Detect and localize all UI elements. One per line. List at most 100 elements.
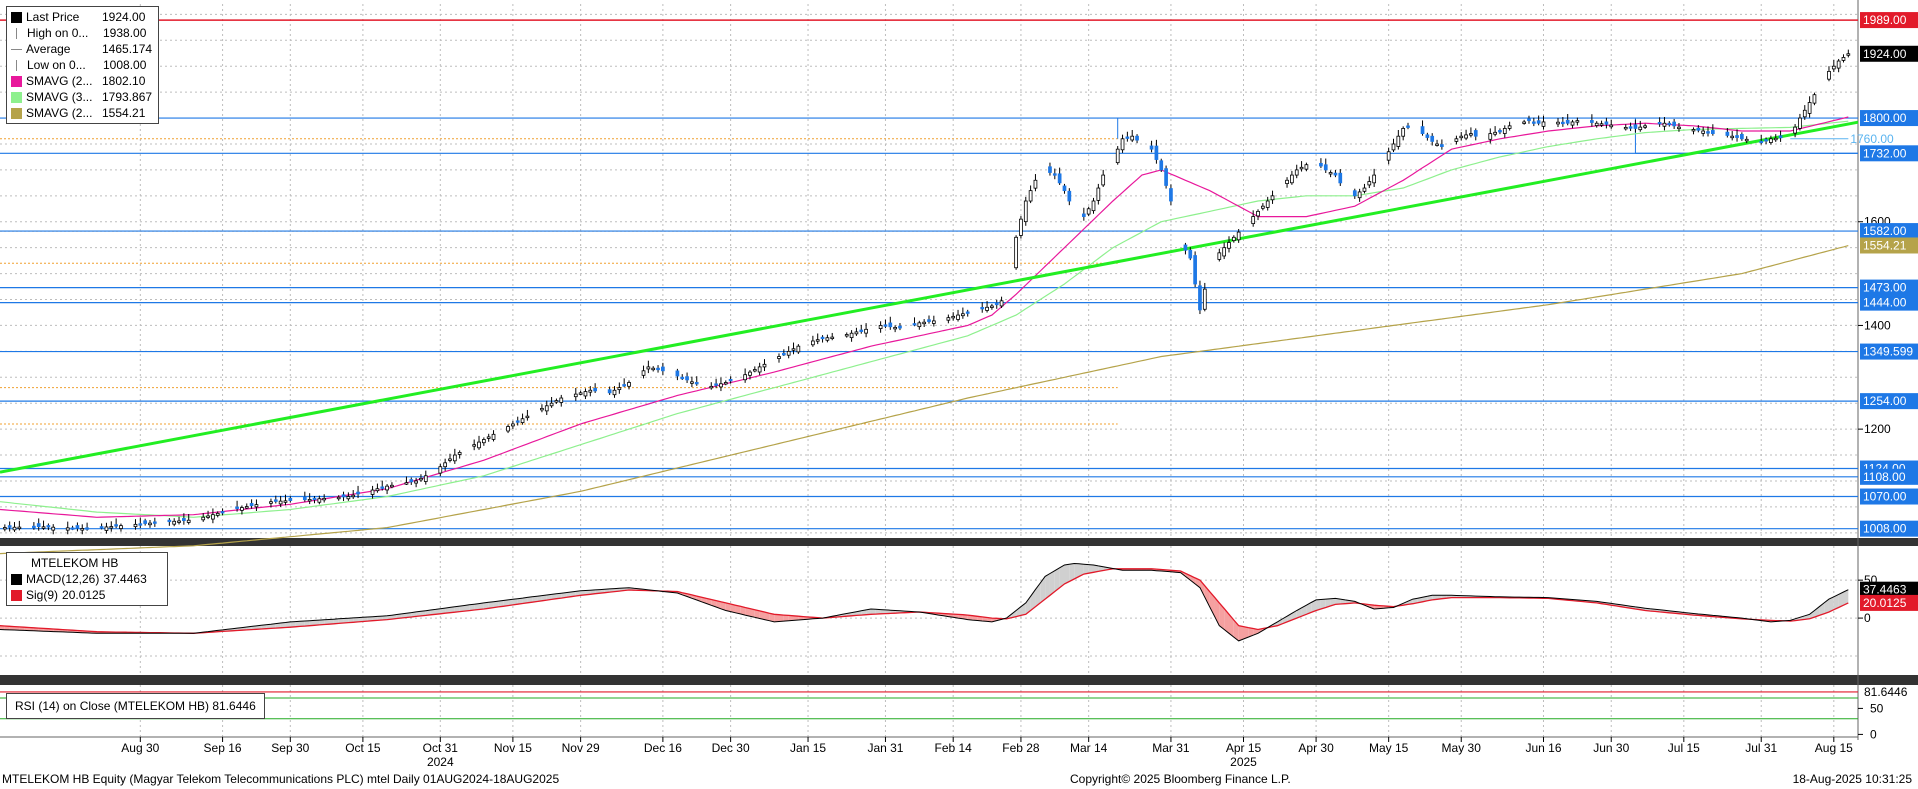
legend-item-sma-long[interactable]: SMAVG (2... 1554.21 [11,105,152,121]
candle-body [1769,138,1773,143]
candle-body [1159,160,1164,171]
candle-body [1740,133,1744,140]
candle-body [748,371,752,376]
candle-body [1401,128,1406,137]
candle-body [1067,190,1072,202]
candle-body [627,382,631,387]
candle-body [235,506,239,509]
candle-body [1599,123,1604,126]
macd-fill [866,608,871,615]
rsi-value-label: 81.6446 [1864,685,1908,699]
macd-fill [575,590,581,597]
candle-body [1294,169,1299,176]
legend-item-signal[interactable]: Sig(9) 20.0125 [11,587,161,603]
x-tick-label: Mar 31 [1152,741,1190,755]
macd-fill [885,609,891,614]
level-value-label: 1444.00 [1863,296,1907,310]
candle-body [201,516,206,521]
candle-body [1357,191,1362,199]
candle-body [690,381,694,384]
candle-body [1290,174,1294,184]
candle-body [1096,187,1101,201]
candle-body [1730,135,1735,139]
candle-body [1623,126,1628,130]
candle-body [1299,166,1304,170]
candle-body [1091,200,1096,212]
macd-fill [338,618,344,624]
macd-fill [1195,577,1200,588]
candle-body [7,525,12,528]
legend-item-low[interactable]: Low on 0... 1008.00 [11,57,152,73]
candle-body [811,340,815,346]
macd-value-label-bg [1860,581,1918,598]
legend-item-sma-short[interactable]: SMAVG (2... 1802.10 [11,73,152,89]
candle-body [849,332,854,339]
candle-body [182,518,186,521]
macd-fill [1016,606,1021,617]
candle-body [119,525,123,529]
candle-body [109,526,114,529]
candle-body [1261,205,1265,209]
macd-fill [396,613,402,619]
legend-item-high[interactable]: High on 0... 1938.00 [11,25,152,41]
macd-fill [1025,596,1031,615]
candle-body [273,499,278,502]
candle-body [46,525,51,528]
candle-body [375,488,380,492]
candle-body [1735,135,1739,138]
macd-fill [299,620,305,627]
candle-body [1657,122,1662,125]
macd-fill [479,602,484,610]
legend-item-average[interactable]: Average 1465.174 [11,41,152,57]
candle-body [133,523,138,528]
macd-fill [1185,573,1191,581]
candle-body [1638,126,1643,131]
level-value-label-bg [1860,45,1918,62]
legend-item-macd[interactable]: MACD(12,26) 37.4463 [11,571,161,587]
x-tick-label: Aug 30 [121,741,159,755]
candle-body [1507,125,1512,129]
candle-body [1841,57,1846,61]
macd-fill [483,602,489,609]
candle-body [554,400,559,403]
candle-body [898,325,902,329]
candle-body [457,452,462,455]
candle-body [912,323,917,326]
candle-body [1677,126,1681,130]
level-value-label: 1070.00 [1863,490,1907,504]
macd-fill [1083,564,1089,575]
macd-fill [275,623,281,629]
legend-item-sma-mid[interactable]: SMAVG (3... 1793.867 [11,89,152,105]
level-value-label: 1732.00 [1863,146,1907,160]
rsi-legend[interactable]: RSI (14) on Close (MTELEKOM HB) 81.6446 [6,693,265,719]
macd-fill [740,606,746,616]
candle-body [269,501,273,504]
candle-body [1778,135,1783,139]
macd-fill [372,616,378,621]
candle-body [1435,143,1439,146]
candle-body [1473,130,1478,137]
macd-fill [1311,599,1317,613]
candle-body [1827,70,1831,80]
rsi-tick-label: 50 [1870,701,1884,715]
candle-body [1643,125,1647,128]
macd-fill [324,619,330,625]
macd-fill [314,620,320,626]
candle-body [452,454,457,462]
candle-body [1696,127,1701,131]
macd-fill [1296,607,1302,619]
candle-body [709,385,714,389]
macd-line [0,562,1849,642]
level-value-label: 1254.00 [1863,394,1907,408]
legend-item-last-price[interactable]: Last Price 1924.00 [11,9,152,25]
candle-body [1628,126,1633,129]
sma-short-line [0,116,1849,518]
candle-body [515,420,520,423]
candle-body [511,423,515,427]
candle-body [1169,188,1173,202]
candle-body [1536,120,1541,124]
candle-body [370,489,375,495]
macd-fill [367,616,373,622]
macd-fill [391,614,397,620]
